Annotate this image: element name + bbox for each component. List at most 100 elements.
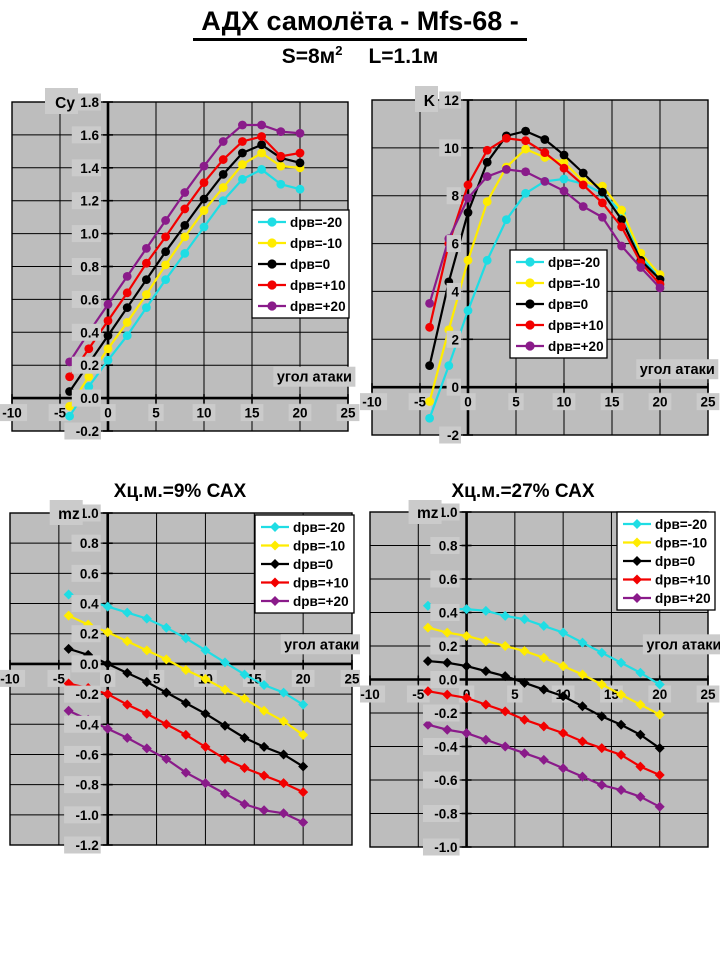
x-tick-label: 25: [344, 671, 360, 686]
series-marker-0: [444, 361, 454, 371]
y-tick-label: 1.8: [80, 95, 99, 110]
chart-mz9: -10-505101520251.00.80.60.40.20.0-0.2-0.…: [0, 500, 360, 854]
y-tick-label: -1.0: [75, 808, 98, 823]
series-marker-3: [199, 178, 209, 188]
series-marker-2: [480, 666, 491, 677]
y-tick-label-bg: [430, 537, 460, 554]
series-marker-2: [239, 732, 250, 743]
series-marker-1: [298, 729, 309, 740]
x-tick-label: 0: [464, 395, 472, 410]
series-marker-3: [219, 753, 230, 764]
spec-area: S=8м: [281, 45, 336, 68]
series-marker-4: [180, 767, 191, 778]
legend-item-2: dрв=0: [258, 257, 330, 272]
series-marker-3: [295, 148, 305, 158]
chart-title-mz27: Хц.м.=27% САХ: [451, 481, 595, 502]
y-tick-label-bg: [71, 192, 101, 210]
legend-marker-2: [632, 556, 642, 566]
series-marker-2: [617, 215, 626, 225]
series-marker-2: [122, 303, 132, 313]
legend-label-4: dрв=+20: [655, 591, 711, 606]
series-marker-4: [519, 748, 530, 759]
series-4: [63, 705, 309, 828]
series-marker-4: [482, 172, 492, 181]
series-marker-2: [141, 677, 152, 688]
series-marker-1: [200, 674, 211, 684]
series-marker-3: [598, 198, 607, 208]
series-marker-0: [199, 222, 209, 232]
legend: dрв=-20 dрв=-10 dрв=0 dрв=+10 dрв=+20: [616, 511, 716, 611]
series-marker-3: [559, 163, 569, 173]
y-tick-label-bg: [71, 564, 101, 582]
legend-item-2: dрв=0: [516, 297, 588, 312]
series-marker-3: [442, 689, 453, 700]
y-tick-label: 1.0: [80, 227, 99, 242]
series-marker-1: [617, 205, 626, 215]
y-axis-title-bg: [415, 86, 438, 112]
legend-item-2: dрв=0: [623, 554, 695, 569]
y-axis-title-bg: [408, 500, 442, 524]
y-tick-label-bg: [439, 91, 461, 109]
legend-item-0: dрв=-20: [623, 517, 707, 532]
y-tick-label-bg: [446, 235, 461, 253]
series-marker-3: [654, 769, 665, 780]
x-tick-label: 15: [244, 406, 260, 421]
series-marker-1: [425, 397, 434, 406]
x-tick-label-bg: [0, 404, 28, 422]
series-marker-2: [161, 687, 172, 698]
series-3: [422, 686, 665, 780]
series-marker-4: [422, 719, 433, 730]
series-marker-1: [180, 664, 191, 675]
series-marker-3: [122, 288, 132, 298]
legend-item-4: dрв=+20: [516, 339, 604, 354]
spec-length: L=1.1м: [368, 45, 439, 68]
series-marker-4: [596, 780, 607, 791]
series-marker-2: [654, 743, 665, 754]
series-marker-1: [422, 622, 433, 633]
x-tick-label: -5: [412, 687, 424, 702]
y-axis-title: Cy: [55, 95, 75, 112]
legend-label-3: dрв=+10: [293, 576, 349, 591]
series-3: [65, 132, 305, 382]
y-tick-label: -0.2: [76, 424, 99, 439]
series-marker-2: [180, 220, 190, 230]
series-marker-1: [219, 684, 230, 695]
y-tick-label-bg: [71, 323, 101, 341]
series-marker-0: [63, 589, 74, 600]
series-marker-1: [161, 654, 172, 665]
series-marker-4: [577, 771, 588, 782]
series-marker-3: [103, 316, 113, 326]
series-marker-2: [422, 656, 433, 667]
series-marker-4: [480, 734, 491, 745]
legend-item-0: dрв=-20: [258, 215, 342, 230]
y-tick-labels: 1.0 0.8 0.6 0.4 0.2 0.0 -0.2 -0.4 -0.6 -0.8 -1.0: [422, 503, 460, 856]
legend-marker-0: [632, 519, 642, 529]
series-marker-3: [596, 743, 607, 754]
y-tick-label: 0.2: [80, 627, 99, 642]
y-tick-label-bg: [439, 139, 461, 157]
y-tick-label-bg: [71, 534, 101, 552]
y-tick-label: 1.0: [439, 505, 458, 520]
legend-label-3: dрв=+10: [290, 278, 346, 293]
x-tick-label-bg: [696, 393, 720, 411]
x-tick-label-bg: [360, 393, 388, 411]
series-marker-0: [635, 667, 646, 678]
x-tick-label: -10: [360, 687, 380, 702]
series-marker-3: [122, 699, 133, 710]
series-marker-1: [180, 232, 190, 242]
page-title: АДХ самолёта - Mfs-68 -: [193, 6, 527, 41]
series-marker-0: [558, 627, 569, 638]
y-tick-label: -1.2: [75, 838, 98, 853]
series-marker-4: [278, 808, 289, 819]
y-tick-label: 1.0: [80, 506, 99, 521]
y-tick-label: -0.6: [75, 747, 99, 762]
y-tick-label: 0.4: [80, 597, 99, 612]
series-marker-2: [519, 677, 530, 688]
y-tick-label: 2: [451, 332, 459, 347]
y-tick-label-bg: [422, 704, 460, 722]
y-tick-label: -0.4: [434, 740, 458, 755]
series-marker-4: [161, 753, 172, 764]
legend-item-3: dрв=+10: [258, 278, 346, 293]
series-marker-1: [577, 669, 588, 680]
legend-label-3: dрв=+10: [548, 318, 604, 333]
